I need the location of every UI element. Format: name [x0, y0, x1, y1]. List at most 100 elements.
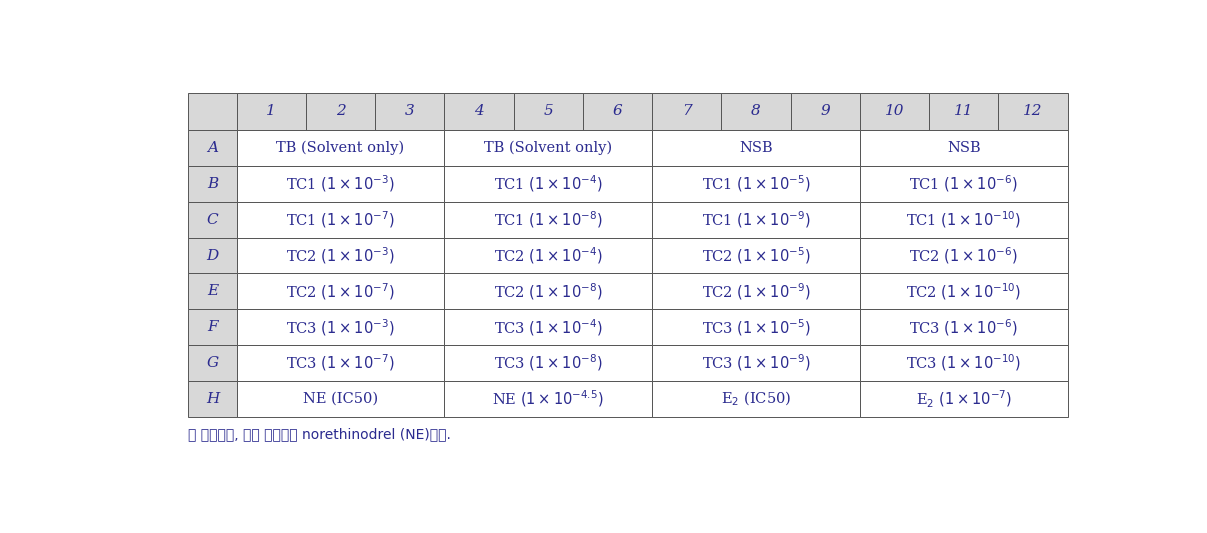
Bar: [444, 238, 652, 273]
Text: TC3 $(1\times10^{-6})$: TC3 $(1\times10^{-6})$: [909, 317, 1018, 337]
Text: TC1 $(1\times10^{-7})$: TC1 $(1\times10^{-7})$: [286, 209, 395, 230]
Text: NE (IC50): NE (IC50): [303, 392, 378, 406]
Text: TB (Solvent only): TB (Solvent only): [276, 141, 404, 155]
Text: TC1 $(1\times10^{-4})$: TC1 $(1\times10^{-4})$: [494, 173, 602, 194]
Text: TC2 $(1\times10^{-10})$: TC2 $(1\times10^{-10})$: [906, 281, 1021, 302]
Text: 7: 7: [682, 104, 692, 118]
Text: 11: 11: [954, 104, 974, 118]
Bar: [305, 93, 375, 130]
Bar: [652, 238, 859, 273]
Bar: [444, 130, 652, 166]
Bar: [237, 166, 444, 201]
Bar: [444, 273, 652, 309]
Bar: [929, 93, 998, 130]
Text: TB (Solvent only): TB (Solvent only): [484, 141, 612, 155]
Text: TC1 $(1\times10^{-3})$: TC1 $(1\times10^{-3})$: [286, 173, 395, 194]
Text: TC2 $(1\times10^{-3})$: TC2 $(1\times10^{-3})$: [286, 245, 395, 266]
Bar: [188, 381, 237, 417]
Text: TC2 $(1\times10^{-7})$: TC2 $(1\times10^{-7})$: [286, 281, 395, 302]
Text: TC1 $(1\times10^{-5})$: TC1 $(1\times10^{-5})$: [701, 173, 810, 194]
Bar: [859, 309, 1067, 345]
Bar: [188, 201, 237, 238]
Text: 본 예제에서, 약한 결합체는 norethinodrel (NE)이다.: 본 예제에서, 약한 결합체는 norethinodrel (NE)이다.: [188, 427, 451, 441]
Bar: [652, 345, 859, 381]
Bar: [237, 345, 444, 381]
Bar: [188, 166, 237, 201]
Text: TC3 $(1\times10^{-5})$: TC3 $(1\times10^{-5})$: [701, 317, 810, 337]
Text: TC3 $(1\times10^{-4})$: TC3 $(1\times10^{-4})$: [494, 317, 602, 337]
Text: TC2 $(1\times10^{-6})$: TC2 $(1\times10^{-6})$: [909, 245, 1018, 266]
Text: H: H: [206, 392, 220, 406]
Text: 3: 3: [404, 104, 415, 118]
Bar: [859, 273, 1067, 309]
Bar: [859, 130, 1067, 166]
Text: NSB: NSB: [947, 141, 980, 155]
Bar: [514, 93, 583, 130]
Bar: [859, 345, 1067, 381]
Text: TC2 $(1\times10^{-4})$: TC2 $(1\times10^{-4})$: [494, 245, 602, 266]
Text: 2: 2: [336, 104, 345, 118]
Text: TC2 $(1\times10^{-8})$: TC2 $(1\times10^{-8})$: [494, 281, 602, 302]
Bar: [444, 309, 652, 345]
Bar: [237, 381, 444, 417]
Text: TC3 $(1\times10^{-8})$: TC3 $(1\times10^{-8})$: [494, 353, 602, 374]
Text: 5: 5: [543, 104, 553, 118]
Bar: [188, 130, 237, 166]
Bar: [188, 93, 237, 130]
Text: 4: 4: [474, 104, 484, 118]
Bar: [188, 273, 237, 309]
Text: E$_2$ $(1\times10^{-7})$: E$_2$ $(1\times10^{-7})$: [916, 389, 1011, 409]
Text: A: A: [206, 141, 218, 155]
Bar: [188, 309, 237, 345]
Text: TC3 $(1\times10^{-3})$: TC3 $(1\times10^{-3})$: [286, 317, 395, 337]
Bar: [652, 201, 859, 238]
Bar: [859, 238, 1067, 273]
Text: D: D: [206, 248, 218, 263]
Bar: [444, 166, 652, 201]
Bar: [791, 93, 859, 130]
Bar: [444, 345, 652, 381]
Bar: [375, 93, 444, 130]
Bar: [722, 93, 791, 130]
Text: 12: 12: [1024, 104, 1043, 118]
Text: TC1 $(1\times10^{-8})$: TC1 $(1\times10^{-8})$: [494, 209, 602, 230]
Bar: [652, 381, 859, 417]
Text: F: F: [208, 320, 217, 334]
Text: TC3 $(1\times10^{-9})$: TC3 $(1\times10^{-9})$: [701, 353, 810, 374]
Bar: [652, 93, 722, 130]
Text: E: E: [206, 285, 218, 298]
Bar: [237, 238, 444, 273]
Text: TC1 $(1\times10^{-9})$: TC1 $(1\times10^{-9})$: [701, 209, 810, 230]
Text: TC3 $(1\times10^{-10})$: TC3 $(1\times10^{-10})$: [906, 353, 1021, 374]
Text: TC2 $(1\times10^{-9})$: TC2 $(1\times10^{-9})$: [701, 281, 810, 302]
Bar: [652, 273, 859, 309]
Bar: [859, 93, 929, 130]
Text: E$_2$ (IC50): E$_2$ (IC50): [721, 390, 791, 408]
Text: 10: 10: [885, 104, 904, 118]
Text: 6: 6: [613, 104, 623, 118]
Text: TC2 $(1\times10^{-5})$: TC2 $(1\times10^{-5})$: [701, 245, 810, 266]
Text: NE $(1\times10^{-4.5})$: NE $(1\times10^{-4.5})$: [492, 389, 604, 409]
Text: C: C: [206, 213, 218, 227]
Bar: [583, 93, 652, 130]
Bar: [444, 93, 514, 130]
Bar: [188, 345, 237, 381]
Text: TC1 $(1\times10^{-10})$: TC1 $(1\times10^{-10})$: [906, 209, 1021, 230]
Text: G: G: [206, 356, 218, 370]
Bar: [188, 238, 237, 273]
Bar: [237, 201, 444, 238]
Text: 8: 8: [751, 104, 760, 118]
Text: 9: 9: [821, 104, 830, 118]
Bar: [652, 309, 859, 345]
Bar: [237, 130, 444, 166]
Text: TC3 $(1\times10^{-7})$: TC3 $(1\times10^{-7})$: [286, 353, 395, 374]
Bar: [237, 273, 444, 309]
Text: NSB: NSB: [739, 141, 772, 155]
Bar: [444, 201, 652, 238]
Bar: [652, 166, 859, 201]
Bar: [859, 201, 1067, 238]
Bar: [237, 93, 305, 130]
Text: B: B: [206, 177, 218, 191]
Text: TC1 $(1\times10^{-6})$: TC1 $(1\times10^{-6})$: [909, 173, 1018, 194]
Bar: [859, 381, 1067, 417]
